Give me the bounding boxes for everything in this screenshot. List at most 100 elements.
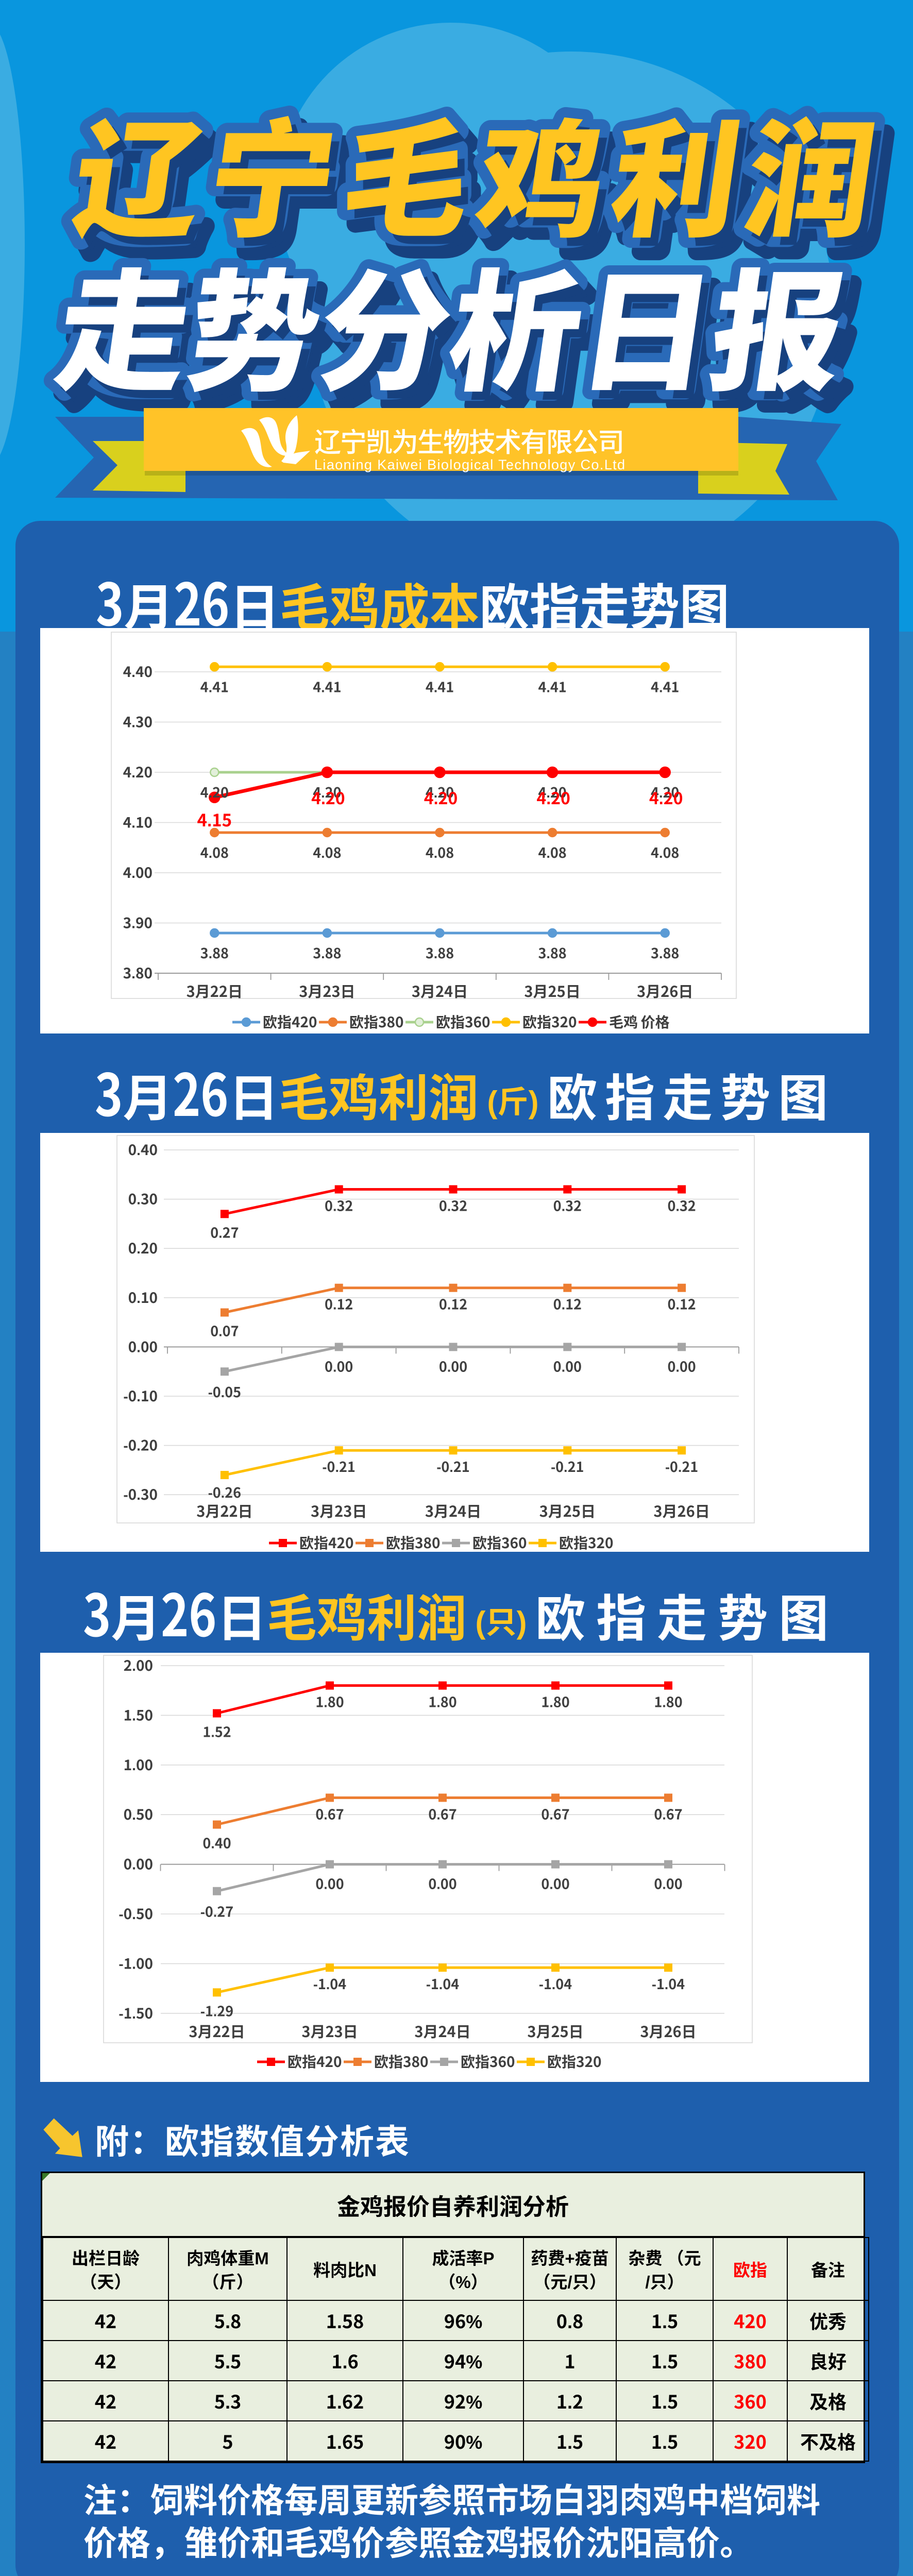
svg-text:走势分析日报: 走势分析日报 [56,240,868,429]
svg-text:4.20: 4.20 [538,782,566,802]
svg-text:3月24日: 3月24日 [414,2020,470,2042]
svg-text:4.20: 4.20 [311,786,345,809]
svg-text:3.88: 3.88 [200,942,229,962]
svg-text:0.30: 0.30 [128,1189,158,1209]
svg-text:4.20: 4.20 [424,786,458,809]
svg-text:4.15: 4.15 [197,807,232,832]
svg-text:0.00: 0.00 [325,1355,353,1376]
svg-text:0.32: 0.32 [439,1195,467,1215]
svg-text:3月22日: 3月22日 [196,1500,252,1521]
svg-text:欧指320: 欧指320 [559,1532,614,1552]
svg-text:-0.50: -0.50 [119,1903,153,1924]
svg-text:0.50: 0.50 [124,1804,153,1824]
svg-text:2.00: 2.00 [124,1655,153,1675]
svg-text:-0.05: -0.05 [208,1381,241,1401]
svg-text:毛鸡 价格: 毛鸡 价格 [609,1011,670,1032]
svg-text:3月26日: 3月26日 [653,1500,709,1521]
svg-text:走势分析日报: 走势分析日报 [46,227,858,417]
svg-text:-1.04: -1.04 [426,1973,459,1993]
svg-text:0.07: 0.07 [210,1320,239,1341]
svg-text:3月22日: 3月22日 [189,2020,245,2042]
svg-text:欧指360: 欧指360 [436,1011,491,1032]
svg-text:-0.26: -0.26 [208,1482,241,1502]
svg-text:4.20: 4.20 [313,782,341,802]
svg-text:3月25日: 3月25日 [539,1500,596,1521]
svg-text:3.88: 3.88 [313,942,341,962]
svg-text:1.80: 1.80 [541,1691,569,1711]
svg-text:3.80: 3.80 [123,962,153,983]
svg-text:3.90: 3.90 [123,912,153,933]
svg-text:0.00: 0.00 [541,1873,569,1893]
svg-text:走势分析日报: 走势分析日报 [53,235,865,425]
svg-text:3月25日: 3月25日 [527,2020,583,2042]
svg-text:-0.21: -0.21 [436,1456,469,1476]
svg-text:0.40: 0.40 [202,1833,231,1853]
svg-text:4.08: 4.08 [200,842,229,862]
svg-text:欧指380: 欧指380 [374,2051,429,2072]
svg-text:4.10: 4.10 [123,812,153,833]
svg-text:0.32: 0.32 [553,1195,582,1215]
svg-text:欧指360: 欧指360 [472,1532,527,1552]
svg-text:1.00: 1.00 [124,1754,153,1775]
svg-text:辽宁毛鸡利润: 辽宁毛鸡利润 [63,79,895,262]
svg-text:4.08: 4.08 [313,842,341,862]
svg-text:欧指380: 欧指380 [386,1532,441,1552]
svg-text:4.00: 4.00 [123,862,153,883]
svg-text:-0.20: -0.20 [123,1435,158,1455]
svg-text:0.12: 0.12 [325,1294,353,1314]
svg-text:3.88: 3.88 [538,942,566,962]
svg-text:-0.27: -0.27 [200,1901,233,1921]
svg-text:欧指420: 欧指420 [288,2051,342,2072]
svg-text:3月23日: 3月23日 [301,2020,358,2042]
svg-text:4.08: 4.08 [538,842,566,862]
svg-text:0.67: 0.67 [541,1803,569,1823]
svg-text:4.41: 4.41 [426,676,454,696]
svg-text:3.88: 3.88 [651,942,679,962]
svg-text:-0.21: -0.21 [551,1456,584,1476]
svg-text:3月24日: 3月24日 [425,1500,481,1521]
svg-text:0.67: 0.67 [315,1803,344,1823]
svg-text:3月24日: 3月24日 [412,980,468,1002]
svg-text:4.40: 4.40 [123,661,153,682]
svg-text:4.41: 4.41 [200,676,229,696]
svg-text:-1.50: -1.50 [119,2003,153,2023]
svg-text:Liaoning Kaiwei Biological Tec: Liaoning Kaiwei Biological Technology Co… [314,457,625,472]
svg-text:3月22日: 3月22日 [187,980,243,1002]
svg-text:0.27: 0.27 [210,1222,239,1242]
svg-text:-0.30: -0.30 [123,1484,158,1504]
svg-text:欧指420: 欧指420 [263,1011,317,1032]
svg-text:0.00: 0.00 [315,1873,344,1893]
svg-text:4.20: 4.20 [123,761,153,782]
svg-text:0.00: 0.00 [124,1854,153,1874]
svg-text:0.20: 0.20 [128,1238,158,1258]
svg-text:3月26日: 3月26日 [640,2020,696,2042]
svg-text:辽宁毛鸡利润: 辽宁毛鸡利润 [70,87,903,270]
svg-text:4.30: 4.30 [123,711,153,732]
svg-text:辽宁毛鸡利润: 辽宁毛鸡利润 [63,79,895,262]
svg-text:3月26日: 3月26日 [637,980,693,1002]
svg-text:4.20: 4.20 [426,782,454,802]
svg-text:4.20: 4.20 [200,782,229,802]
svg-text:0.67: 0.67 [428,1803,457,1823]
svg-text:-0.21: -0.21 [665,1456,698,1476]
svg-text:3月23日: 3月23日 [311,1500,367,1521]
svg-text:4.41: 4.41 [651,676,679,696]
svg-text:4.20: 4.20 [649,786,683,809]
svg-text:-1.04: -1.04 [652,1973,685,1993]
svg-text:1.80: 1.80 [654,1691,682,1711]
svg-text:0.12: 0.12 [553,1294,582,1314]
svg-text:欧指380: 欧指380 [349,1011,404,1032]
svg-text:3月23日: 3月23日 [299,980,355,1002]
svg-text:0.12: 0.12 [439,1294,467,1314]
svg-text:走势分析日报: 走势分析日报 [46,227,858,417]
svg-text:0.40: 0.40 [128,1139,158,1160]
svg-text:欧指320: 欧指320 [522,1011,577,1032]
svg-text:欧指320: 欧指320 [547,2051,602,2072]
svg-text:0.00: 0.00 [553,1355,582,1376]
svg-text:4.08: 4.08 [426,842,454,862]
svg-text:4.41: 4.41 [313,676,341,696]
svg-text:-1.00: -1.00 [119,1953,153,1973]
svg-text:0.00: 0.00 [128,1336,158,1357]
svg-text:4.08: 4.08 [651,842,679,862]
svg-text:-1.04: -1.04 [313,1973,346,1993]
